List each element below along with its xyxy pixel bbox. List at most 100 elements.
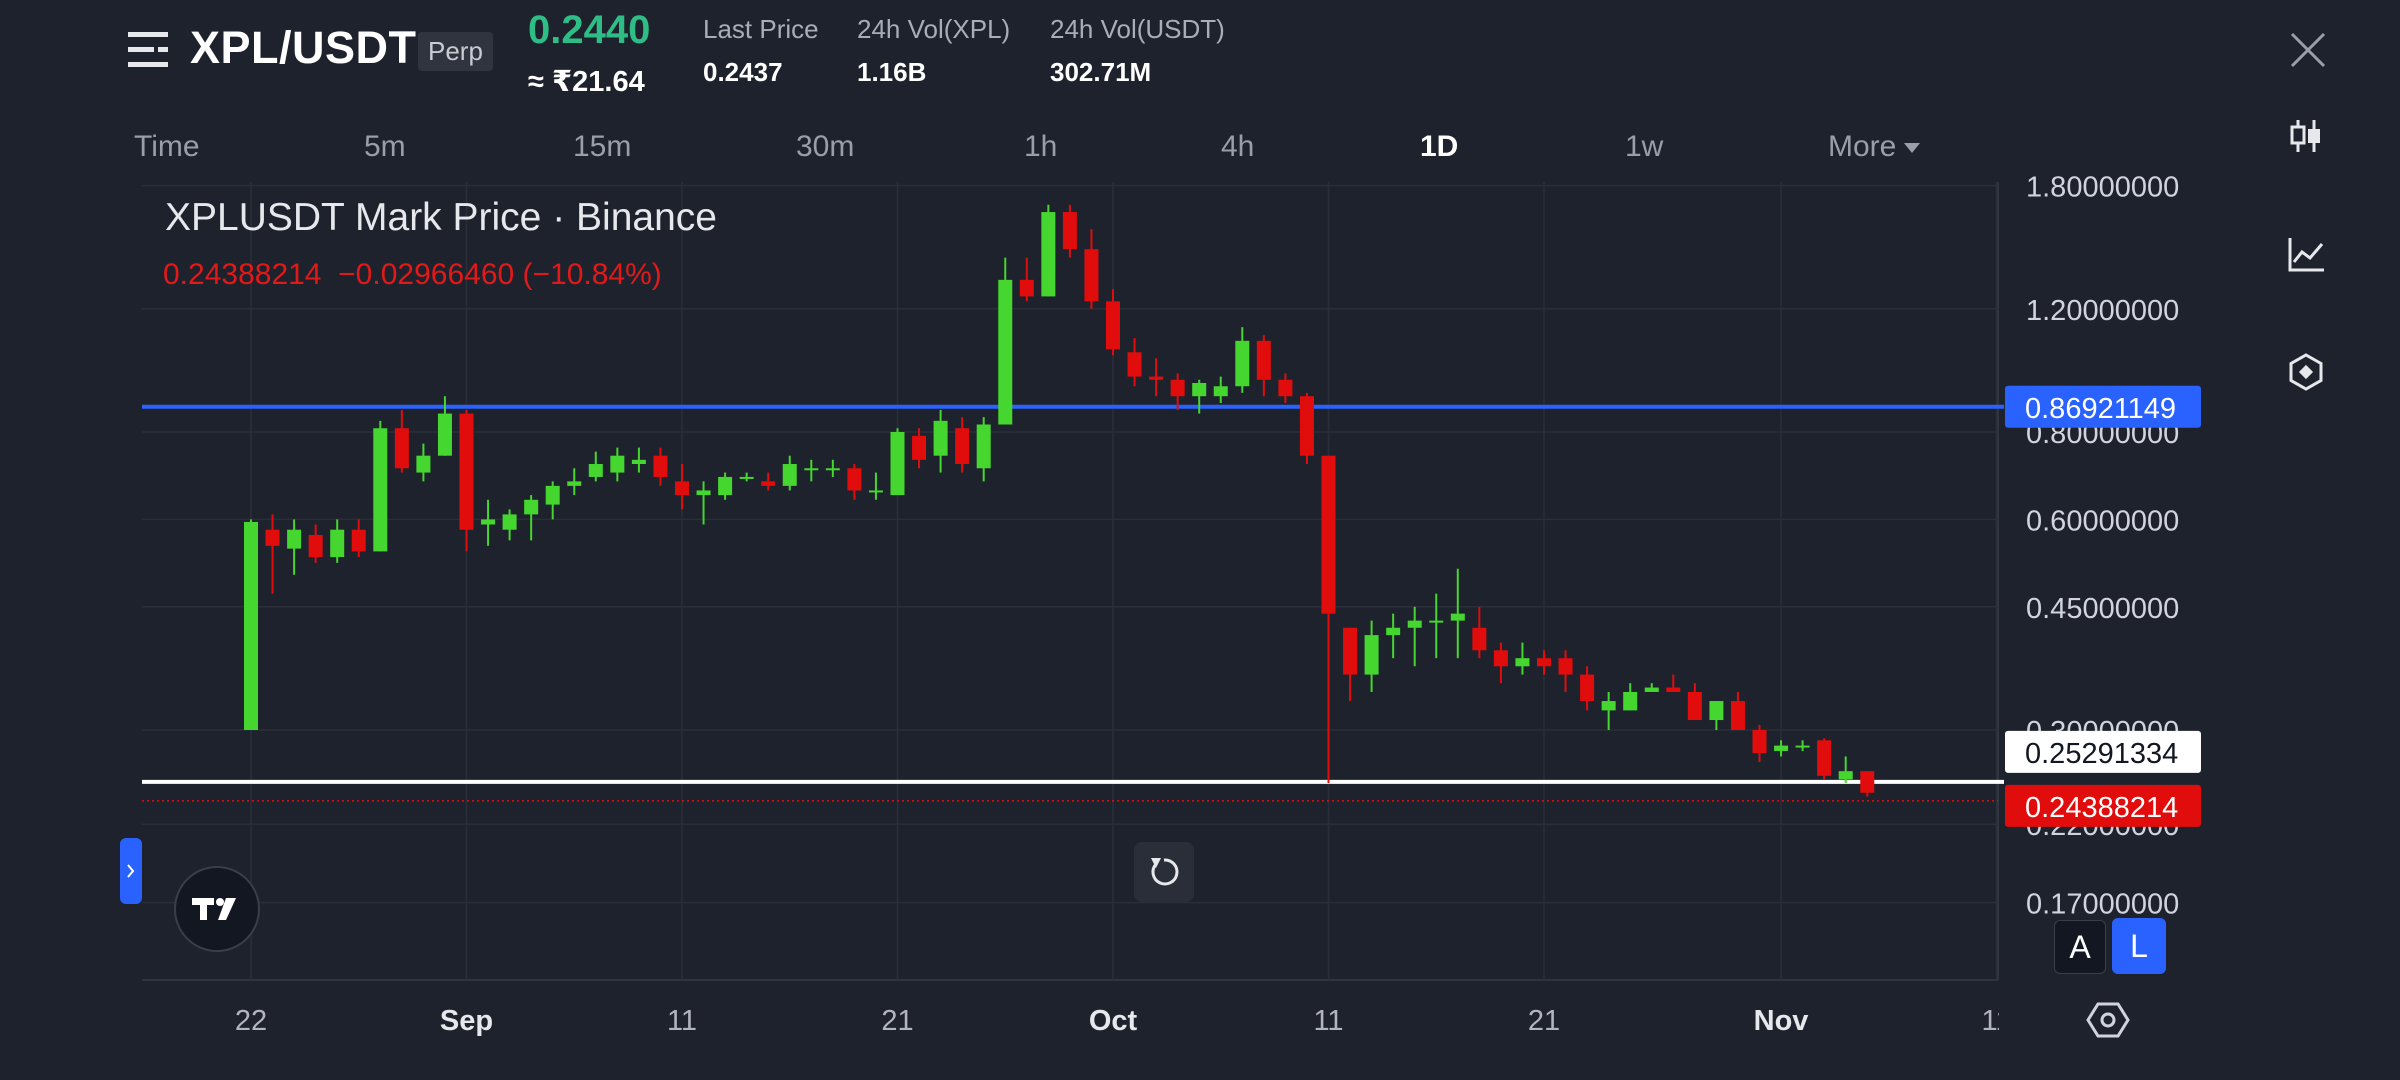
price-inr: ≈ ₹21.64 bbox=[528, 66, 645, 98]
candle-down bbox=[1019, 257, 1034, 302]
tradingview-logo-mark bbox=[192, 898, 236, 920]
candle-down bbox=[1127, 338, 1142, 387]
y-tick-label: 0.22000000 bbox=[2026, 810, 2179, 842]
y-tick-label: 0.45000000 bbox=[2026, 593, 2179, 625]
tab-4h[interactable]: 4h bbox=[1221, 130, 1255, 163]
candles-icon[interactable] bbox=[2286, 116, 2326, 156]
menu-icon[interactable] bbox=[128, 30, 172, 70]
x-tick-label: 11 bbox=[1981, 1005, 2011, 1037]
candle-up bbox=[1192, 379, 1207, 414]
candle-body bbox=[718, 476, 733, 496]
candle-up bbox=[1601, 691, 1616, 730]
chart-title: XPLUSDT Mark Price · Binance bbox=[165, 196, 717, 239]
candle-down bbox=[653, 447, 668, 486]
x-tick-label: Sep bbox=[440, 1005, 493, 1037]
candle-body bbox=[761, 481, 776, 486]
candle-body bbox=[1687, 691, 1702, 721]
header: XPL/USDT Perp 0.2440 ≈ ₹21.64 Last Price… bbox=[0, 0, 2400, 120]
candle-body bbox=[955, 428, 970, 465]
candle-body bbox=[1364, 635, 1379, 675]
expand-toolbar-tab[interactable] bbox=[120, 838, 142, 904]
candle-body bbox=[1084, 249, 1099, 302]
price-label-text: 0.25291334 bbox=[2025, 738, 2178, 770]
candle-up bbox=[1041, 204, 1056, 297]
candle-down bbox=[1817, 738, 1832, 780]
x-tick-label: Oct bbox=[1089, 1005, 1138, 1037]
candle-body bbox=[868, 490, 883, 493]
candle-up bbox=[976, 417, 991, 482]
candle-body bbox=[933, 420, 948, 456]
stat-value: 0.2437 bbox=[703, 57, 783, 87]
candle-body bbox=[631, 459, 646, 465]
line-chart-icon[interactable] bbox=[2286, 234, 2326, 274]
chart-grid bbox=[142, 182, 1999, 981]
auto-scale-button[interactable]: A bbox=[2054, 920, 2106, 974]
candle-body bbox=[1493, 650, 1508, 667]
candle-up bbox=[416, 443, 431, 482]
candle-up bbox=[1644, 683, 1659, 692]
tab-1w[interactable]: 1w bbox=[1625, 130, 1664, 163]
candle-up bbox=[1407, 606, 1422, 667]
candle-down bbox=[675, 464, 689, 510]
candle-up bbox=[804, 459, 819, 482]
tab-5m[interactable]: 5m bbox=[364, 130, 406, 163]
candle-up bbox=[502, 509, 517, 541]
candle-body bbox=[1062, 212, 1077, 250]
candle-up bbox=[933, 410, 948, 473]
tab-1d[interactable]: 1D bbox=[1420, 130, 1459, 163]
candle-up bbox=[1386, 613, 1401, 659]
reset-icon bbox=[1151, 858, 1179, 886]
candle-up bbox=[1213, 376, 1228, 404]
tradingview-logo[interactable] bbox=[174, 866, 260, 952]
candle-down bbox=[1860, 771, 1875, 797]
x-tick-label: 11 bbox=[1313, 1005, 1343, 1037]
candle-down bbox=[1666, 674, 1681, 692]
log-scale-button[interactable]: L bbox=[2112, 918, 2166, 974]
settings-icon[interactable] bbox=[2086, 998, 2130, 1042]
y-tick-label: 1.80000000 bbox=[2026, 172, 2179, 204]
candle-body bbox=[1623, 691, 1638, 711]
candle-down bbox=[1493, 642, 1508, 684]
close-icon[interactable] bbox=[2288, 30, 2328, 70]
candle-down bbox=[265, 514, 280, 594]
tab-time[interactable]: Time bbox=[134, 130, 200, 163]
price-label-text: 0.86921149 bbox=[2025, 393, 2176, 425]
tab-1h[interactable]: 1h bbox=[1024, 130, 1058, 163]
candle-body bbox=[1213, 386, 1228, 397]
candle-body bbox=[588, 464, 603, 477]
chart-legend: 0.24388214 −0.02966460 (−10.84%) bbox=[163, 258, 662, 291]
candle-body bbox=[1127, 352, 1142, 377]
candle-body bbox=[847, 468, 862, 491]
candle-down bbox=[1106, 289, 1120, 356]
x-tick-label: 21 bbox=[1528, 1005, 1560, 1037]
stat-label: Last Price bbox=[703, 14, 819, 44]
candle-up bbox=[373, 420, 388, 552]
candle-body bbox=[459, 413, 474, 530]
candle-up bbox=[868, 472, 883, 500]
tab-more[interactable]: More bbox=[1828, 130, 1921, 164]
candle-body bbox=[1644, 687, 1659, 692]
reset-chart-button[interactable] bbox=[1134, 842, 1194, 902]
candle-body bbox=[976, 424, 991, 469]
candle-body bbox=[825, 468, 840, 471]
candle-body bbox=[1580, 674, 1595, 702]
candle-up bbox=[782, 455, 797, 491]
y-tick-label: 0.30000000 bbox=[2026, 716, 2179, 748]
candle-down bbox=[1321, 455, 1336, 783]
tab-more-label: More bbox=[1828, 130, 1897, 163]
chevron-down-icon bbox=[1904, 143, 1921, 154]
candle-body bbox=[1407, 620, 1422, 628]
y-axis: 1.80000000 1.20000000 0.80000000 0.60000000… bbox=[2026, 172, 2179, 921]
candle-body bbox=[696, 490, 711, 496]
symbol-title[interactable]: XPL/USDT bbox=[190, 22, 417, 73]
candle-body bbox=[1170, 379, 1185, 397]
candle-body bbox=[567, 481, 582, 486]
tab-15m[interactable]: 15m bbox=[573, 130, 632, 163]
candle-body bbox=[1299, 396, 1314, 456]
tab-30m[interactable]: 30m bbox=[796, 130, 855, 163]
price-label-text: 0.24388214 bbox=[2025, 792, 2178, 824]
hexagon-icon[interactable] bbox=[2286, 352, 2326, 392]
candle-body bbox=[545, 485, 560, 505]
candle-body bbox=[1730, 701, 1745, 730]
candle-body bbox=[1795, 745, 1810, 748]
